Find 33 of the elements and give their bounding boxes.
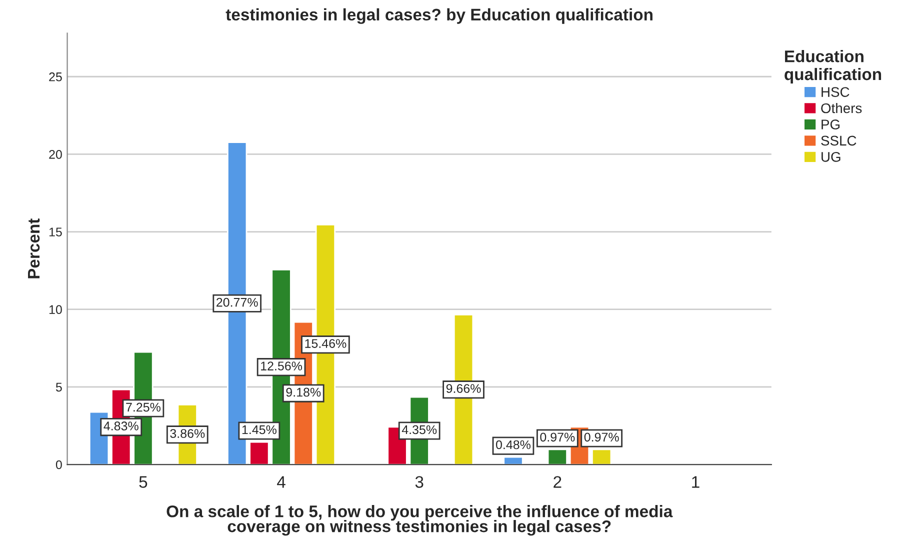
chart-title: testimonies in legal cases? by Education qualification [226, 8, 652, 24]
data-label: 0.48% [496, 440, 531, 450]
data-label: 20.77% [216, 298, 258, 307]
data-label: 15.46% [305, 339, 346, 348]
y-tick-label: 5 [56, 382, 62, 392]
data-label: 3.86% [170, 429, 205, 438]
data-label: 0.97% [540, 432, 575, 442]
x-tick-label: 3 [415, 476, 424, 488]
y-axis-title: Percent [28, 218, 40, 278]
data-label: 4.35% [402, 425, 437, 434]
data-label: 7.25% [126, 402, 160, 412]
data-label: 9.66% [446, 384, 481, 393]
x-tick-label: 4 [277, 476, 286, 488]
x-axis-title: On a scale of 1 to 5, how do you perceive the influence of media coverage on witness testimonies in legal cases? [166, 505, 673, 536]
y-tick-label: 25 [49, 72, 62, 82]
legend-label: UG [822, 152, 840, 162]
y-tick-label: 0 [56, 460, 62, 470]
y-tick-label: 20 [49, 150, 62, 159]
y-tick-label: 15 [49, 228, 62, 236]
data-label: 0.97% [584, 432, 619, 442]
legend-label: SSLC [821, 136, 856, 146]
legend-title: Education qualification [784, 50, 882, 84]
data-label: 9.18% [286, 388, 321, 397]
x-tick-label: 2 [554, 476, 562, 488]
data-label: 1.45% [242, 425, 276, 434]
y-tick-label: 10 [49, 305, 62, 314]
legend-label: PG [822, 120, 840, 130]
legend-label: Others [821, 102, 862, 114]
x-tick-label: 5 [139, 476, 148, 488]
data-label: 4.83% [104, 422, 138, 430]
data-label: 12.56% [261, 362, 302, 370]
x-tick-label: 1 [692, 476, 700, 488]
legend-label: HSC [822, 87, 850, 97]
